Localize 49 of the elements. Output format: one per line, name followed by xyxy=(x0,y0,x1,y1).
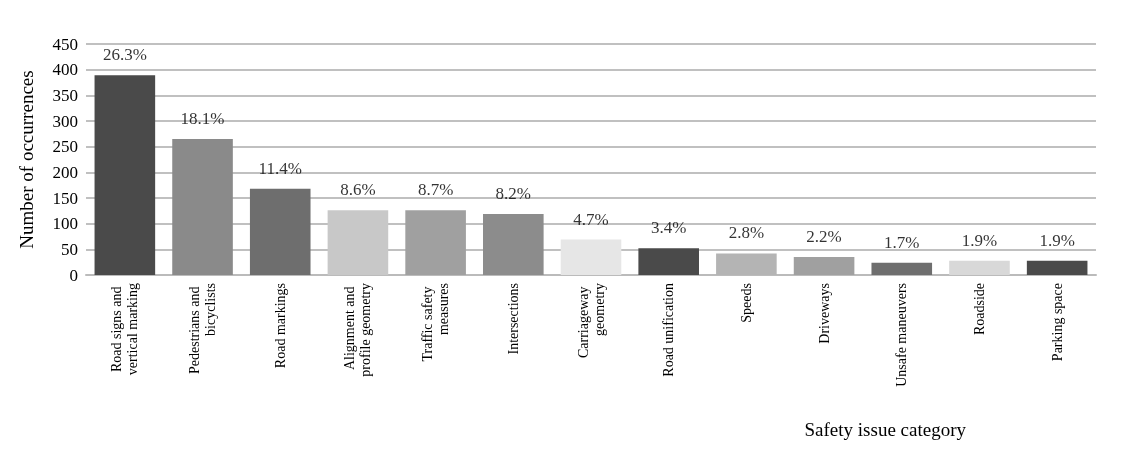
x-tick-label: Road unification xyxy=(661,283,677,377)
y-tick-label: 300 xyxy=(52,111,78,131)
annotation: 2.2% xyxy=(806,227,842,247)
bar xyxy=(949,260,1010,275)
bar xyxy=(793,257,855,275)
annotation: 18.1% xyxy=(180,108,225,128)
y-tick-label: 250 xyxy=(52,137,78,157)
bar xyxy=(172,138,233,275)
x-tick-label: Speeds xyxy=(738,283,754,323)
y-axis-title: Number of occurrences xyxy=(16,70,37,249)
x-tick-label: Traffic safety measures xyxy=(420,283,452,362)
y-tick-label: 450 xyxy=(52,34,78,54)
annotation: 3.4% xyxy=(650,218,687,238)
annotation: 4.7% xyxy=(573,209,609,229)
x-tick-label: Pedestrians and bicyclists xyxy=(187,283,219,374)
bar xyxy=(1026,260,1088,275)
bar xyxy=(483,213,544,275)
bar xyxy=(94,75,156,275)
annotation: 8.2% xyxy=(495,183,532,203)
bar xyxy=(871,262,933,275)
y-tick-label: 200 xyxy=(52,162,78,182)
y-tick-label: 100 xyxy=(52,214,78,234)
x-tick-label: Intersections xyxy=(505,283,521,355)
annotation: 1.9% xyxy=(1039,230,1075,250)
x-tick-label: Road signs and vertical marking xyxy=(109,283,141,376)
bar xyxy=(638,248,699,275)
annotation: 11.4% xyxy=(258,158,302,178)
x-tick-label: Parking space xyxy=(1049,283,1065,362)
y-tick-label: 350 xyxy=(52,85,78,105)
annotation: 1.9% xyxy=(961,230,998,250)
bar xyxy=(249,188,311,275)
annotation: 2.8% xyxy=(728,223,765,243)
bar xyxy=(405,210,466,275)
bar xyxy=(560,239,622,275)
x-tick-label: Road markings xyxy=(272,283,288,369)
annotation: 8.6% xyxy=(340,180,376,200)
annotation: 26.3% xyxy=(102,45,147,65)
x-tick-label: Carriageway geometry xyxy=(575,283,607,359)
x-tick-label: Unsafe maneuvers xyxy=(894,283,910,387)
y-tick-label: 400 xyxy=(52,60,78,80)
y-tick-label: 150 xyxy=(52,188,78,208)
x-axis-title: Safety issue category xyxy=(804,419,967,440)
x-tick-label: Driveways xyxy=(816,283,832,344)
x-tick-label: Alignment and profile geometry xyxy=(342,283,374,377)
x-tick-label: Roadside xyxy=(971,283,987,336)
annotation: 8.7% xyxy=(417,180,454,200)
y-tick-label: 0 xyxy=(69,265,78,285)
y-tick-label: 50 xyxy=(61,239,78,259)
annotation: 1.7% xyxy=(884,232,920,252)
